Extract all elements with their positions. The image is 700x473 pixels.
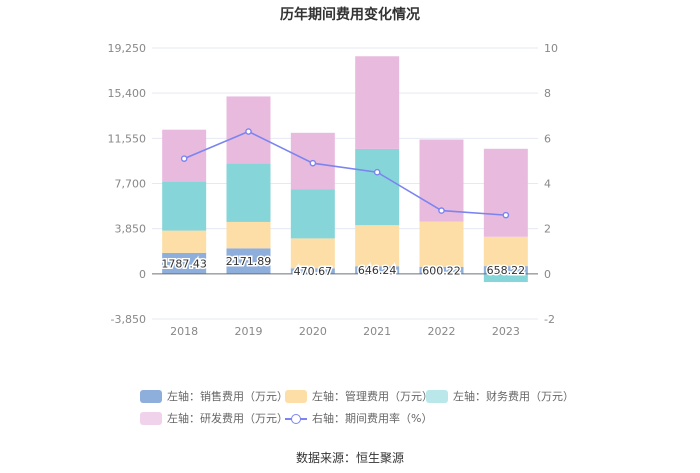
left-axis: -3,850 0 3,850 7,700 11,550 15,400 19,250: [108, 42, 147, 326]
right-axis: -2 0 2 4 6 8 10: [544, 42, 558, 326]
legend-label-rate: 右轴：期间费用率（%）: [312, 412, 433, 425]
bar-data-label: 600.22: [422, 264, 461, 277]
left-axis-tick-label: 3,850: [115, 223, 147, 236]
right-axis-tick-label: 8: [544, 87, 551, 100]
bar-data-label: 1787.43: [161, 257, 207, 270]
bar-segment-sales[interactable]: [290, 268, 335, 274]
legend-swatch-finance: [426, 389, 448, 403]
bar-segment-finance[interactable]: [162, 181, 207, 231]
bar-segment-rnd[interactable]: [355, 56, 400, 149]
x-axis-tick-label: 2019: [235, 325, 263, 338]
legend-swatch-rate: [285, 412, 307, 425]
x-axis-tick-label: 2018: [170, 325, 198, 338]
bar-segment-sales[interactable]: [226, 248, 271, 274]
rate-point[interactable]: [373, 168, 381, 176]
bar-data-label: 658.22: [487, 264, 526, 277]
left-axis-tick-label: 0: [139, 268, 146, 281]
rate-point[interactable]: [245, 128, 252, 135]
legend-item-finance[interactable]: 左轴：财务费用（万元）: [426, 388, 574, 404]
x-axis-tick-label: 2022: [428, 325, 456, 338]
rate-point[interactable]: [309, 159, 317, 167]
bar-segment-finance[interactable]: [290, 189, 335, 239]
left-axis-tick-label: 15,400: [108, 87, 147, 100]
left-axis-tick-label: 19,250: [108, 42, 147, 55]
legend-item-rnd[interactable]: 左轴：研发费用（万元）: [140, 410, 288, 426]
x-axis-tick-label: 2023: [492, 325, 520, 338]
right-axis-tick-label: 6: [544, 132, 551, 145]
bar-segment-finance[interactable]: [355, 148, 400, 226]
x-axis-tick-label: 2021: [363, 325, 391, 338]
bar-segment-sales[interactable]: [483, 266, 528, 274]
bar-segment-admin[interactable]: [483, 236, 528, 267]
right-axis-tick-label: 2: [544, 223, 551, 236]
legend-item-sales[interactable]: 左轴：销售费用（万元）: [140, 388, 288, 404]
rate-point[interactable]: [502, 211, 510, 219]
right-axis-tick-label: -2: [544, 313, 555, 326]
bar-segment-sales[interactable]: [419, 266, 464, 274]
bar-segment-rnd[interactable]: [483, 148, 528, 237]
rate-point[interactable]: [438, 207, 445, 214]
left-axis-tick-label: 7,700: [115, 178, 147, 191]
left-axis-tick-label: 11,550: [108, 132, 147, 145]
legend-swatch-rnd: [140, 411, 162, 425]
right-axis-tick-label: 4: [544, 178, 551, 191]
data-labels: 1787.43 2171.89 470.67 646.24 600.22 658.22: [160, 254, 527, 280]
legend-label-rnd: 左轴：研发费用（万元）: [167, 412, 288, 425]
right-axis-tick-label: 0: [544, 268, 551, 281]
rate-line-series: [180, 128, 510, 219]
legend-swatch-sales: [140, 389, 162, 403]
bar-segment-finance[interactable]: [226, 163, 271, 222]
bar-series: [162, 56, 528, 283]
bar-segment-admin[interactable]: [290, 238, 335, 269]
legend-label-finance: 左轴：财务费用（万元）: [453, 390, 574, 403]
rate-point[interactable]: [180, 155, 188, 162]
left-axis-tick-label: -3,850: [111, 313, 146, 326]
legend-item-rate[interactable]: 右轴：期间费用率（%）: [285, 410, 432, 426]
bar-segment-sales[interactable]: [355, 266, 400, 274]
bar-segment-admin[interactable]: [355, 225, 400, 267]
grid-lines: [152, 47, 538, 320]
bar-segment-admin[interactable]: [419, 221, 464, 267]
legend-swatch-admin: [285, 389, 307, 403]
bar-data-label: 470.67: [294, 265, 333, 278]
bar-segment-admin[interactable]: [226, 221, 271, 249]
chart-title: 历年期间费用变化情况: [280, 7, 420, 23]
bar-segment-sales[interactable]: [162, 252, 207, 274]
bar-data-label: 646.24: [358, 264, 397, 277]
legend-label-admin: 左轴：管理费用（万元）: [312, 390, 433, 403]
bar-data-label: 2171.89: [226, 255, 272, 268]
legend-item-admin[interactable]: 左轴：管理费用（万元）: [285, 388, 433, 404]
bar-segment-finance[interactable]: [483, 273, 528, 283]
right-axis-tick-label: 10: [544, 42, 558, 55]
rate-line: [183, 130, 506, 216]
data-source: 数据来源：恒生聚源: [295, 451, 404, 465]
bar-segment-admin[interactable]: [162, 230, 207, 253]
x-axis: 2018 2019 2020 2021 2022 2023: [170, 325, 520, 338]
legend-label-sales: 左轴：销售费用（万元）: [167, 390, 288, 403]
x-axis-tick-label: 2020: [299, 325, 327, 338]
